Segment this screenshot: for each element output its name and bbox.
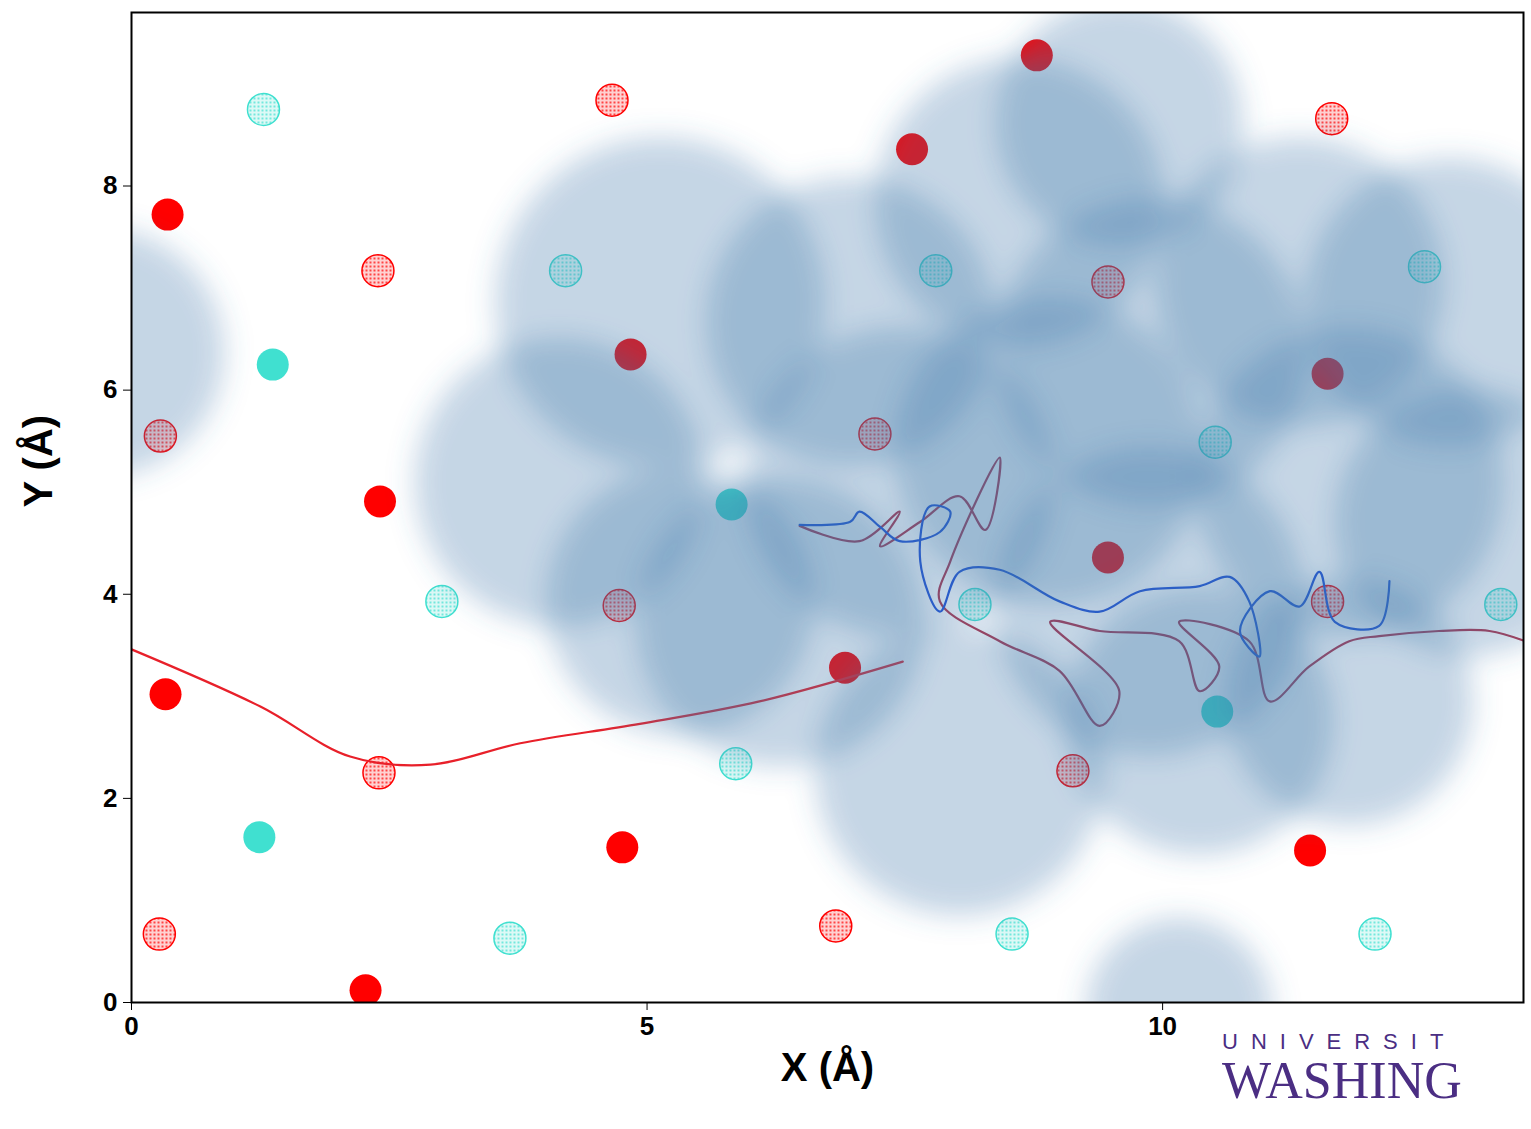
svg-text:X (Å): X (Å)	[781, 1045, 874, 1089]
svg-text:Y (Å): Y (Å)	[16, 415, 60, 508]
svg-text:8: 8	[103, 170, 117, 200]
svg-text:5: 5	[640, 1011, 654, 1041]
svg-text:4: 4	[103, 579, 118, 609]
svg-text:6: 6	[103, 374, 117, 404]
svg-text:0: 0	[124, 1011, 138, 1041]
html-text:UNIVERSIT: UNIVERSIT	[1222, 1029, 1457, 1054]
svg-text:2: 2	[103, 783, 117, 813]
html-text:WASHING: WASHING	[1222, 1052, 1462, 1109]
svg-text:0: 0	[103, 987, 117, 1017]
svg-text:10: 10	[1148, 1011, 1177, 1041]
